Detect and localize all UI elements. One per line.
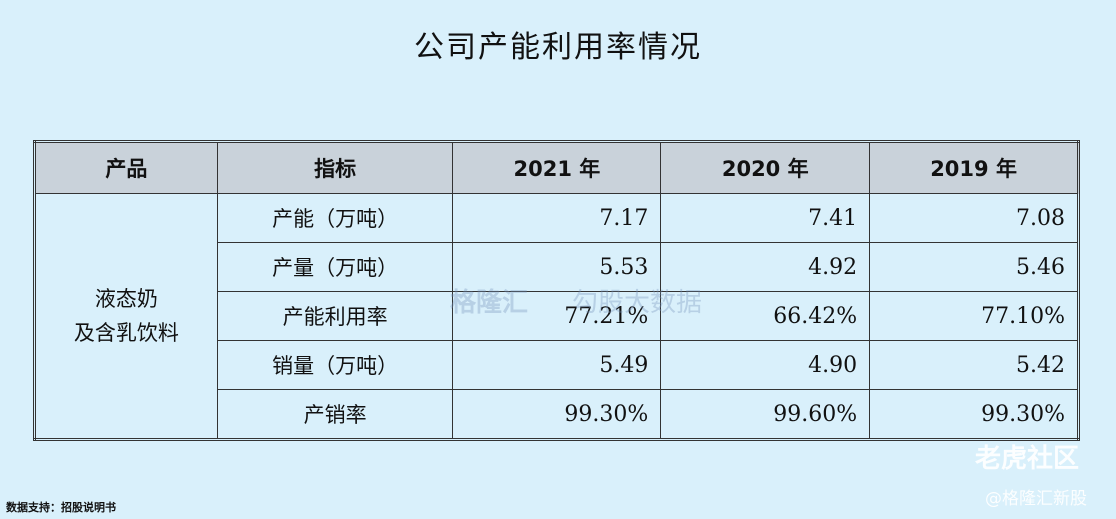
watermark: 格隆汇 (450, 288, 529, 318)
product-cell: 液态奶 及含乳饮料 (34, 193, 218, 440)
value-cell: 5.42 (869, 340, 1079, 390)
watermark: @格隆汇新股 (985, 489, 1087, 509)
header-cell: 指标 (216, 141, 454, 194)
header-cell: 2019 年 (869, 141, 1079, 194)
indicator-cell: 产销率 (216, 389, 454, 440)
header-cell: 产品 (34, 141, 218, 194)
table-row: 液态奶 及含乳饮料 产能（万吨） 7.17 7.41 7.08 (34, 193, 1079, 440)
table-body: 液态奶 及含乳饮料 产能（万吨） 7.17 7.41 7.08 产量（万吨） 5.53 4.92… (34, 193, 1079, 440)
title: 公司产能利用率情况 (414, 30, 702, 65)
value-cell: 5.49 (452, 340, 662, 390)
table-row: 销量（万吨） 5.49 4.90 5.42 (35, 340, 1079, 390)
header-cell: 2020 年 (660, 141, 871, 194)
indicator-cell: 产能利用率 (216, 291, 454, 341)
value-cell: 7.08 (869, 193, 1079, 243)
product-line: 液态奶 (94, 287, 158, 311)
value-cell: 77.21% (452, 291, 662, 341)
table-row: 产销率 99.30% 99.60% 99.30% (35, 389, 1079, 440)
value-cell: 4.92 (660, 242, 871, 292)
value-cell: 99.60% (660, 389, 871, 440)
value-cell: 4.90 (660, 340, 871, 390)
header-row: 产品 指标 2021 年 2020 年 2019 年 (34, 141, 1079, 194)
indicator-cell: 销量（万吨） (216, 340, 454, 390)
value-cell: 7.17 (452, 193, 662, 243)
value-cell: 99.30% (452, 389, 662, 440)
value-cell: 5.53 (452, 242, 662, 292)
value-cell: 5.46 (869, 242, 1079, 292)
table: 产品 指标 2021 年 2020 年 2019 年 液态奶 及含乳饮料 产能（万吨） 7.1… (33, 140, 1080, 441)
value-cell: 99.30% (869, 389, 1079, 440)
header-cell: 2021 年 (452, 141, 662, 194)
watermark: 老虎社区 (975, 444, 1080, 474)
watermark: 勾股大数据 (572, 288, 703, 318)
source: 数据支持：招股说明书 (6, 501, 116, 514)
indicator-cell: 产量（万吨） (216, 242, 454, 292)
value-cell: 7.41 (660, 193, 871, 243)
value-cell: 77.10% (869, 291, 1079, 341)
product-line: 及含乳饮料 (73, 321, 179, 345)
indicator-cell: 产能（万吨） (216, 193, 454, 243)
